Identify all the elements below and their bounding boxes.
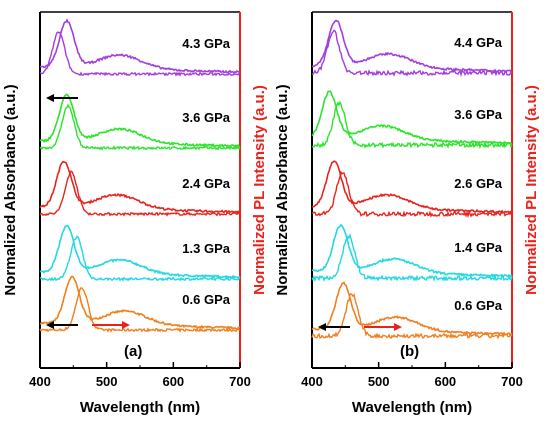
panel-label: (b)	[400, 343, 419, 360]
pressure-label: 1.3 GPa	[182, 241, 230, 256]
pressure-label: 0.6 GPa	[182, 292, 230, 307]
pl-line	[311, 100, 513, 150]
pressure-label: 4.4 GPa	[454, 35, 502, 50]
chart-panel-a: 400 500 600 700 Wavelength (nm) Normalized Ab…	[2, 11, 268, 416]
right-axis-title: Normalized PL Intensity (a.u.)	[523, 85, 540, 295]
pressure-label: 4.3 GPa	[182, 36, 230, 51]
pl-line	[39, 31, 241, 77]
absorbance-line	[39, 160, 241, 214]
pl-arrow-head	[122, 321, 130, 329]
x-axis-title: Wavelength (nm)	[352, 399, 472, 416]
panel-label: (a)	[124, 343, 142, 360]
x-tick-label: 700	[501, 374, 523, 389]
absorbance-line	[39, 275, 241, 331]
left-axis-title: Normalized Absorbance (a.u.)	[274, 84, 291, 295]
pl-line	[312, 29, 513, 78]
pl-line	[40, 235, 241, 282]
absorbance-line	[39, 93, 241, 148]
x-axis-title: Wavelength (nm)	[80, 399, 200, 416]
x-tick-label: 600	[162, 374, 184, 389]
x-tick-label: 500	[368, 374, 390, 389]
right-axis-title: Normalized PL Intensity (a.u.)	[251, 85, 268, 295]
absorbance-line	[39, 18, 241, 74]
chart-panel-b: 400 500 600 700 Wavelength (nm) Normalized Ab…	[274, 11, 540, 416]
x-tick-label: 400	[29, 374, 51, 389]
absorbance-line	[311, 281, 513, 336]
absorbance-line	[311, 19, 513, 73]
pressure-label: 3.6 GPa	[182, 110, 230, 125]
absorbance-arrow-head	[318, 323, 326, 331]
pressure-label: 1.4 GPa	[454, 240, 502, 255]
absorbance-line	[311, 160, 513, 214]
left-axis-title: Normalized Absorbance (a.u.)	[2, 84, 19, 295]
pl-line	[39, 103, 241, 151]
absorbance-line	[311, 223, 513, 279]
absorbance-arrow-head	[46, 321, 54, 329]
x-tick-label: 400	[301, 374, 323, 389]
pressure-label: 3.6 GPa	[454, 107, 502, 122]
pl-line	[311, 233, 513, 283]
x-tick-label: 700	[229, 374, 251, 389]
pl-line	[311, 170, 513, 219]
absorbance-arrow-head	[46, 94, 54, 102]
x-tick-label: 500	[96, 374, 118, 389]
pressure-label: 0.6 GPa	[454, 298, 502, 313]
x-tick-label: 600	[434, 374, 456, 389]
pl-arrow-head	[394, 323, 402, 331]
pl-line	[39, 170, 241, 217]
pl-line	[39, 286, 241, 333]
pl-line	[311, 293, 513, 340]
pressure-label: 2.4 GPa	[182, 176, 230, 191]
pressure-label: 2.6 GPa	[454, 176, 502, 191]
